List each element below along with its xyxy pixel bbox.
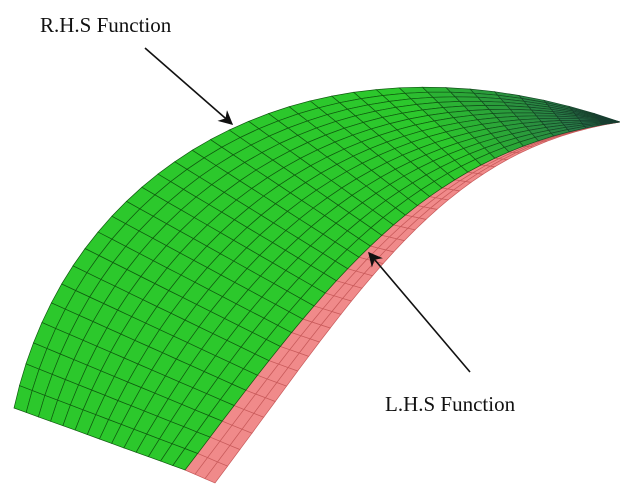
mesh-surface [14,87,620,483]
rhs-label: R.H.S Function [40,13,172,37]
lhs-arrow [369,253,470,372]
mesh-cell [510,109,534,113]
mesh-cell [485,105,510,109]
rhs-arrow [145,48,232,124]
figure: R.H.S Function L.H.S Function [0,0,620,486]
lhs-label: L.H.S Function [385,392,516,416]
